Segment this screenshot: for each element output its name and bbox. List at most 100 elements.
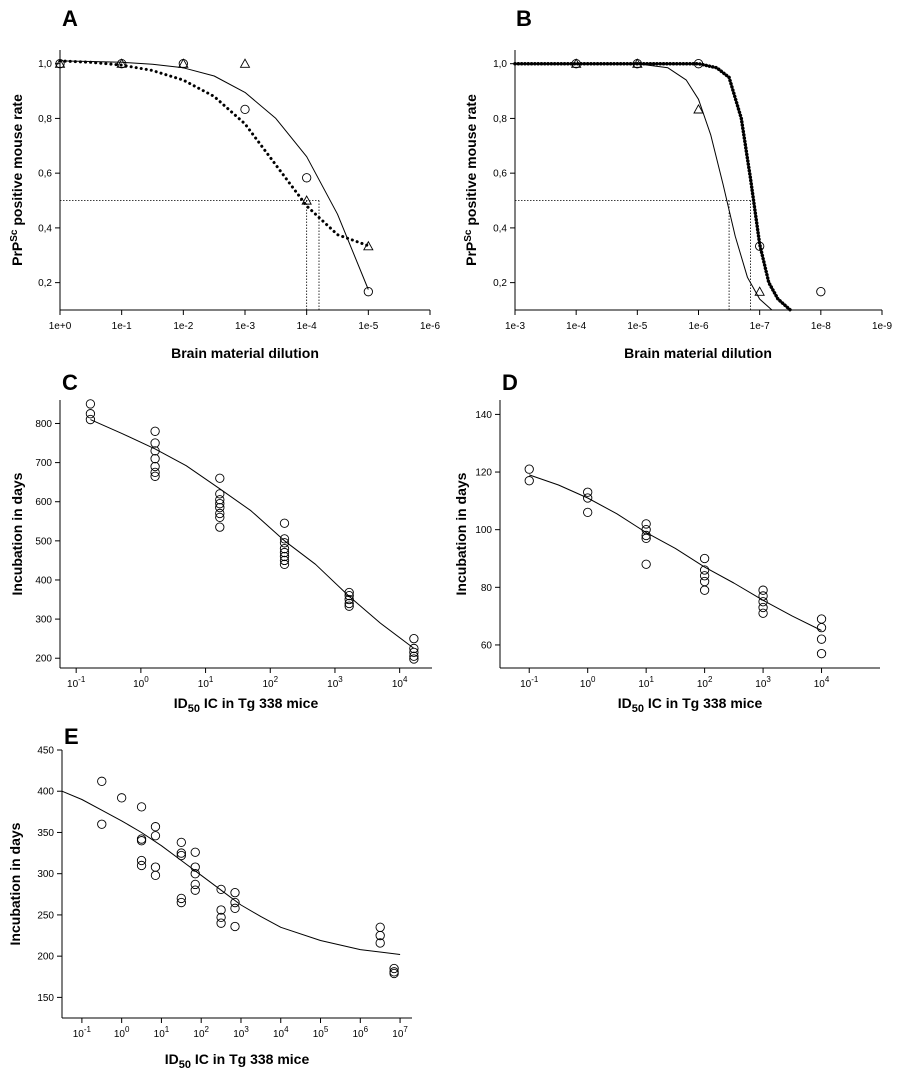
data-point-circle (375, 930, 385, 941)
fit-curve-solid (515, 63, 773, 311)
data-point-circle (363, 287, 373, 297)
data-point-circle (279, 547, 290, 558)
y-tick-label: 0,4 (493, 223, 507, 234)
data-point-triangle (632, 58, 643, 68)
panel-letter: C (62, 370, 78, 395)
data-point-triangle (239, 58, 251, 68)
data-point-circle (117, 793, 127, 803)
x-tick-label: 100 (114, 1025, 130, 1040)
x-tick-label: 1e-6 (420, 321, 440, 332)
data-point-circle (302, 173, 312, 183)
data-point-circle (150, 831, 161, 841)
data-point-circle (641, 533, 651, 543)
data-point-circle (279, 538, 290, 548)
fit-curve-solid (59, 60, 369, 290)
data-point-circle (215, 512, 225, 523)
data-point-circle (97, 819, 107, 829)
x-axis-label: ID50 IC in Tg 338 mice (618, 695, 763, 715)
data-point-circle (215, 473, 225, 483)
data-point-circle (215, 508, 225, 519)
x-tick-label: 1e-3 (505, 321, 525, 332)
data-point-circle (136, 860, 147, 871)
y-tick-label: 700 (35, 458, 52, 469)
y-tick-label: 200 (37, 952, 54, 963)
x-tick-label: 102 (262, 675, 278, 690)
data-point-circle (216, 884, 226, 895)
data-point-circle (230, 888, 240, 898)
data-point-circle (215, 522, 225, 532)
data-point-circle (699, 571, 710, 581)
data-point-circle (85, 414, 96, 425)
data-point-circle (816, 634, 827, 644)
data-point-circle (190, 885, 200, 895)
y-tick-label: 200 (35, 654, 52, 665)
y-tick-label: 60 (481, 640, 493, 651)
data-point-circle (279, 518, 290, 528)
data-point-circle (524, 476, 534, 486)
y-tick-label: 80 (481, 583, 493, 594)
data-point-circle (389, 968, 399, 979)
data-point-circle (409, 634, 419, 644)
data-point-circle (176, 893, 186, 904)
data-point-circle (215, 489, 225, 499)
x-tick-label: 100 (580, 675, 596, 690)
data-point-circle (816, 648, 827, 659)
panel-letter: E (64, 724, 79, 749)
y-tick-label: 450 (37, 746, 54, 757)
y-tick-label: 150 (37, 993, 54, 1004)
y-tick-label: 400 (35, 575, 52, 586)
data-point-circle (190, 847, 200, 857)
x-tick-label: 10-1 (520, 675, 539, 690)
x-tick-label: 1e-4 (566, 321, 586, 332)
x-tick-label: 10-1 (67, 675, 86, 690)
data-point-triangle (363, 240, 374, 251)
data-point-triangle (301, 195, 312, 205)
x-tick-label: 10-1 (73, 1025, 92, 1040)
data-point-circle (85, 409, 96, 419)
data-point-circle (190, 879, 200, 890)
x-axis-label: Brain material dilution (171, 345, 319, 361)
data-point-circle (375, 938, 385, 948)
data-point-circle (230, 897, 240, 908)
data-point-circle (150, 822, 161, 832)
panel-d: D 10-1 100 101 102 103 104 60 80 100 120 140 ID50 IC… (453, 370, 880, 715)
data-point-circle (409, 651, 419, 661)
data-point-triangle (116, 58, 127, 68)
x-tick-label: 101 (198, 675, 214, 690)
panel-letter: D (502, 370, 518, 395)
data-point-circle (758, 608, 768, 618)
x-tick-label: 1e-4 (297, 321, 317, 332)
y-tick-label: 800 (35, 419, 52, 430)
x-tick-label: 100 (133, 675, 149, 690)
data-point-circle (583, 487, 593, 497)
x-tick-label: 1e-6 (688, 321, 708, 332)
data-point-circle (136, 836, 147, 846)
x-tick-label: 1e-3 (235, 321, 255, 332)
y-tick-label: 100 (475, 525, 492, 536)
data-point-circle (699, 585, 710, 595)
y-tick-label: 0,6 (38, 169, 52, 180)
data-point-circle (150, 426, 160, 436)
data-point-circle (641, 530, 651, 541)
data-point-circle (409, 654, 419, 664)
data-point-circle (583, 493, 593, 503)
x-tick-label: 103 (755, 675, 771, 690)
y-tick-label: 250 (37, 910, 54, 921)
data-point-circle (279, 544, 290, 554)
data-point-circle (216, 918, 226, 928)
x-tick-label: 102 (697, 675, 713, 690)
data-point-circle (97, 776, 107, 786)
y-tick-label: 0,8 (493, 114, 507, 125)
data-point-circle (641, 519, 651, 529)
data-point-circle (344, 587, 354, 598)
data-point-circle (215, 502, 225, 513)
data-point-circle (583, 507, 593, 518)
x-tick-label: 106 (353, 1025, 369, 1040)
y-tick-label: 140 (475, 410, 492, 421)
data-point-circle (344, 590, 354, 601)
x-tick-label: 1e-5 (358, 321, 378, 332)
data-point-circle (216, 912, 226, 923)
panel-letter: B (516, 6, 532, 31)
x-tick-label: 1e+0 (49, 321, 72, 332)
data-point-triangle (54, 58, 66, 68)
